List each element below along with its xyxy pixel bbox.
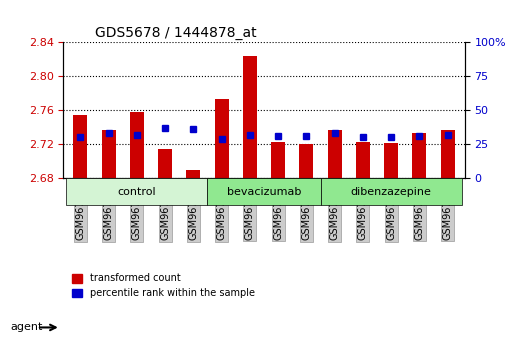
- Bar: [243, 56, 257, 178]
- Bar: [214, 99, 229, 178]
- Bar: [271, 142, 285, 178]
- Text: GDS5678 / 1444878_at: GDS5678 / 1444878_at: [96, 26, 257, 40]
- Text: dibenzazepine: dibenzazepine: [351, 187, 431, 197]
- Text: control: control: [118, 187, 156, 197]
- Bar: [186, 170, 201, 178]
- Text: bevacizumab: bevacizumab: [227, 187, 301, 197]
- FancyBboxPatch shape: [66, 178, 208, 205]
- FancyBboxPatch shape: [320, 178, 462, 205]
- Bar: [356, 142, 370, 178]
- Bar: [412, 133, 427, 178]
- Bar: [384, 143, 398, 178]
- Bar: [73, 115, 87, 178]
- Bar: [441, 130, 455, 178]
- Legend: transformed count, percentile rank within the sample: transformed count, percentile rank withi…: [68, 270, 259, 302]
- Bar: [327, 130, 342, 178]
- Text: agent: agent: [11, 322, 43, 332]
- FancyBboxPatch shape: [208, 178, 320, 205]
- Bar: [158, 149, 172, 178]
- Bar: [130, 112, 144, 178]
- Bar: [101, 130, 116, 178]
- Bar: [299, 144, 314, 178]
